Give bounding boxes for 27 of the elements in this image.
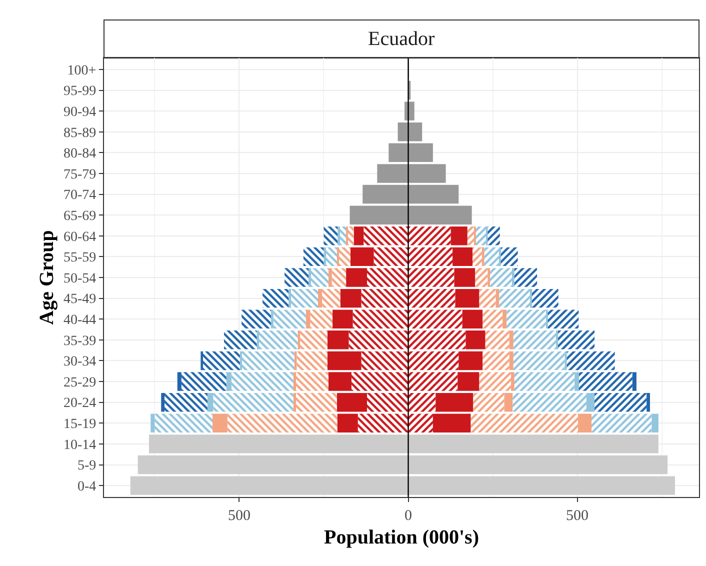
y-tick-label: 20-24 <box>64 396 96 412</box>
x-tick-label: 500 <box>228 508 250 524</box>
y-axis-title: Age Group <box>36 230 58 325</box>
y-tick-label: 80-84 <box>64 146 96 162</box>
chart-title: Ecuador <box>368 28 435 50</box>
y-tick-label: 35-39 <box>64 334 96 349</box>
y-tick-label: 0-4 <box>78 479 96 494</box>
y-tick-label: 50-54 <box>64 271 96 286</box>
y-tick-label: 5-9 <box>78 458 96 474</box>
y-tick-label: 75-79 <box>64 167 96 182</box>
y-tick-label: 45-49 <box>64 292 96 308</box>
y-tick-label: 15-19 <box>64 417 96 432</box>
y-tick-label: 25-29 <box>64 375 96 390</box>
y-tick-label: 40-44 <box>64 313 96 328</box>
y-tick-label: 100+ <box>67 63 96 78</box>
y-tick-label: 10-14 <box>64 438 96 453</box>
x-tick-label: 500 <box>566 508 589 524</box>
y-tick-label: 90-94 <box>64 104 96 120</box>
y-tick-label: 55-59 <box>64 250 96 266</box>
y-tick-label: 30-34 <box>64 354 96 370</box>
y-tick-label: 85-89 <box>64 126 96 141</box>
x-tick-label: 0 <box>404 508 412 524</box>
y-tick-label: 65-69 <box>64 208 96 224</box>
y-tick-label: 95-99 <box>64 84 96 100</box>
y-tick-label: 60-64 <box>64 230 96 245</box>
y-tick-label: 70-74 <box>64 188 96 204</box>
x-axis-title: Population (000's) <box>324 526 480 548</box>
